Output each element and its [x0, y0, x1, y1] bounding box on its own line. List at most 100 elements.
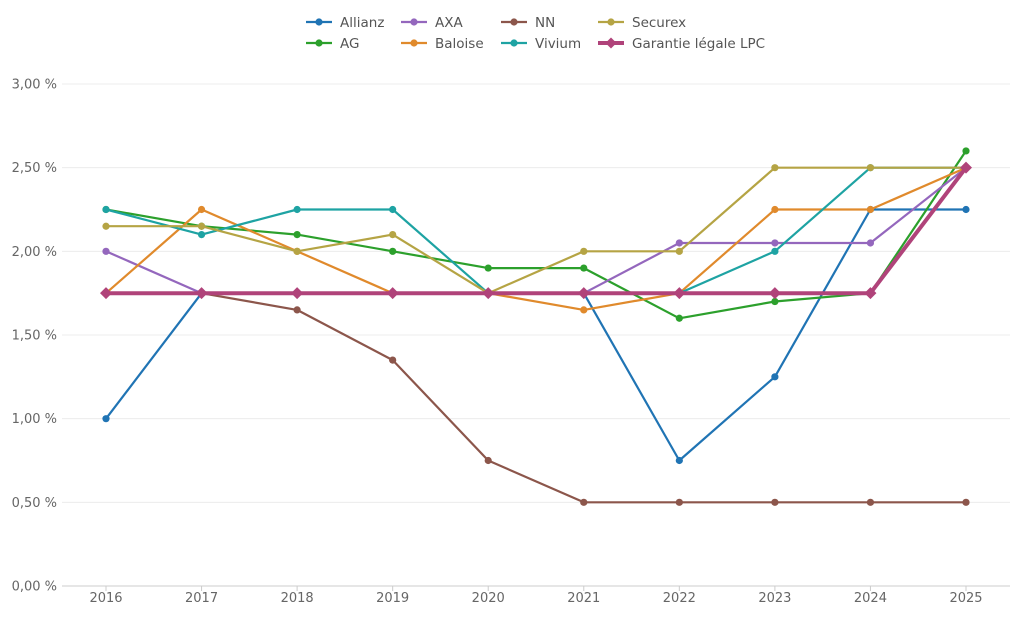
series-nn [102, 289, 970, 506]
data-point[interactable] [675, 498, 683, 506]
data-point[interactable] [197, 222, 206, 230]
legend-item-garantie-l-gale-lpc[interactable]: Garantie légale LPC [598, 36, 765, 52]
legend-swatch-marker [315, 39, 323, 47]
data-point[interactable] [389, 247, 397, 255]
series-line-securex [104, 166, 968, 295]
legend-swatch-marker [605, 37, 617, 49]
legend-swatch-marker [410, 18, 418, 26]
series-line-axa [104, 166, 968, 295]
legend-label: AXA [435, 15, 463, 31]
data-point[interactable] [962, 498, 970, 506]
legend-label: Garantie légale LPC [632, 36, 765, 52]
x-tick-label: 2022 [663, 591, 696, 606]
series-garantie-l-gale-lpc [100, 161, 972, 300]
data-point[interactable] [386, 287, 399, 300]
series-vivium [102, 164, 970, 297]
data-point[interactable] [482, 287, 495, 300]
data-point[interactable] [675, 456, 683, 465]
data-point[interactable] [866, 205, 875, 214]
series-line-garantie-l-gale-lpc [104, 165, 968, 296]
legend-swatch-marker [510, 18, 518, 26]
data-point[interactable] [389, 356, 397, 364]
data-point[interactable] [771, 247, 779, 255]
legend-item-securex[interactable]: Securex [598, 15, 686, 31]
legend: Allianz AG AXA Baloise NN Vivium Securex Garant… [306, 15, 765, 52]
data-point[interactable] [960, 161, 972, 174]
data-point[interactable] [771, 498, 779, 506]
legend-label: Securex [632, 15, 686, 31]
data-point[interactable] [102, 222, 110, 230]
data-point[interactable] [673, 287, 686, 300]
data-point[interactable] [771, 373, 779, 381]
data-point[interactable] [771, 239, 779, 247]
data-point[interactable] [962, 147, 970, 155]
series-line-baloise [104, 166, 968, 311]
data-point[interactable] [484, 456, 492, 465]
data-point[interactable] [866, 239, 875, 247]
x-tick-label: 2017 [185, 591, 218, 606]
data-point[interactable] [866, 498, 875, 506]
legend-item-ag[interactable]: AG [306, 36, 359, 52]
x-tick-label: 2016 [89, 591, 122, 606]
legend-swatch-marker [510, 39, 518, 47]
x-tick-label: 2020 [472, 591, 505, 606]
data-point[interactable] [389, 205, 397, 214]
series-securex [102, 164, 970, 297]
data-point[interactable] [580, 306, 588, 314]
data-point[interactable] [866, 164, 875, 172]
data-point[interactable] [389, 231, 397, 239]
y-tick-label: 1,50 % [12, 329, 57, 344]
data-point[interactable] [102, 205, 110, 214]
data-point[interactable] [195, 287, 208, 300]
x-tick-label: 2018 [281, 591, 314, 606]
data-point[interactable] [102, 415, 110, 423]
axes: 0,00 % 0,50 % 1,00 % 1,50 % 2,00 % 2,50 % 3,00… [12, 78, 1010, 606]
data-point[interactable] [197, 231, 206, 239]
legend-label: Vivium [535, 36, 581, 52]
data-point[interactable] [293, 306, 301, 314]
legend-label: AG [340, 36, 359, 52]
data-point[interactable] [484, 264, 492, 272]
legend-swatch-marker [315, 18, 323, 26]
series-axa [102, 164, 970, 297]
legend-item-vivium[interactable]: Vivium [501, 36, 581, 52]
data-point[interactable] [675, 314, 683, 322]
y-tick-label: 2,50 % [12, 161, 57, 176]
data-point[interactable] [100, 287, 112, 300]
data-point[interactable] [864, 287, 877, 300]
data-point[interactable] [771, 164, 779, 172]
data-point[interactable] [293, 231, 301, 239]
data-point[interactable] [580, 247, 588, 255]
data-point[interactable] [197, 205, 206, 214]
legend-item-allianz[interactable]: Allianz [306, 15, 384, 31]
legend-label: NN [535, 15, 555, 31]
legend-swatch-marker [607, 18, 615, 26]
x-tick-label: 2025 [949, 591, 982, 606]
data-point[interactable] [291, 287, 304, 300]
legend-item-axa[interactable]: AXA [401, 15, 463, 31]
legend-item-nn[interactable]: NN [501, 15, 555, 31]
legend-item-baloise[interactable]: Baloise [401, 36, 484, 52]
x-tick-label: 2023 [758, 591, 791, 606]
y-tick-label: 0,00 % [12, 580, 57, 595]
legend-swatch-marker [410, 39, 418, 47]
data-point[interactable] [580, 498, 588, 506]
series-line-vivium [104, 166, 968, 295]
data-point[interactable] [102, 247, 110, 255]
y-tick-label: 2,00 % [12, 245, 57, 260]
series-line-nn [104, 292, 968, 504]
data-point[interactable] [771, 297, 779, 306]
x-tick-label: 2024 [854, 591, 887, 606]
data-point[interactable] [962, 205, 970, 214]
data-point[interactable] [577, 287, 590, 300]
data-point[interactable] [293, 247, 301, 255]
data-point[interactable] [293, 205, 301, 214]
data-point[interactable] [580, 264, 588, 272]
data-point[interactable] [768, 287, 781, 300]
data-point[interactable] [675, 239, 683, 247]
data-point[interactable] [675, 247, 683, 255]
data-point[interactable] [771, 205, 779, 214]
y-tick-label: 0,50 % [12, 496, 57, 511]
x-tick-label: 2021 [567, 591, 600, 606]
